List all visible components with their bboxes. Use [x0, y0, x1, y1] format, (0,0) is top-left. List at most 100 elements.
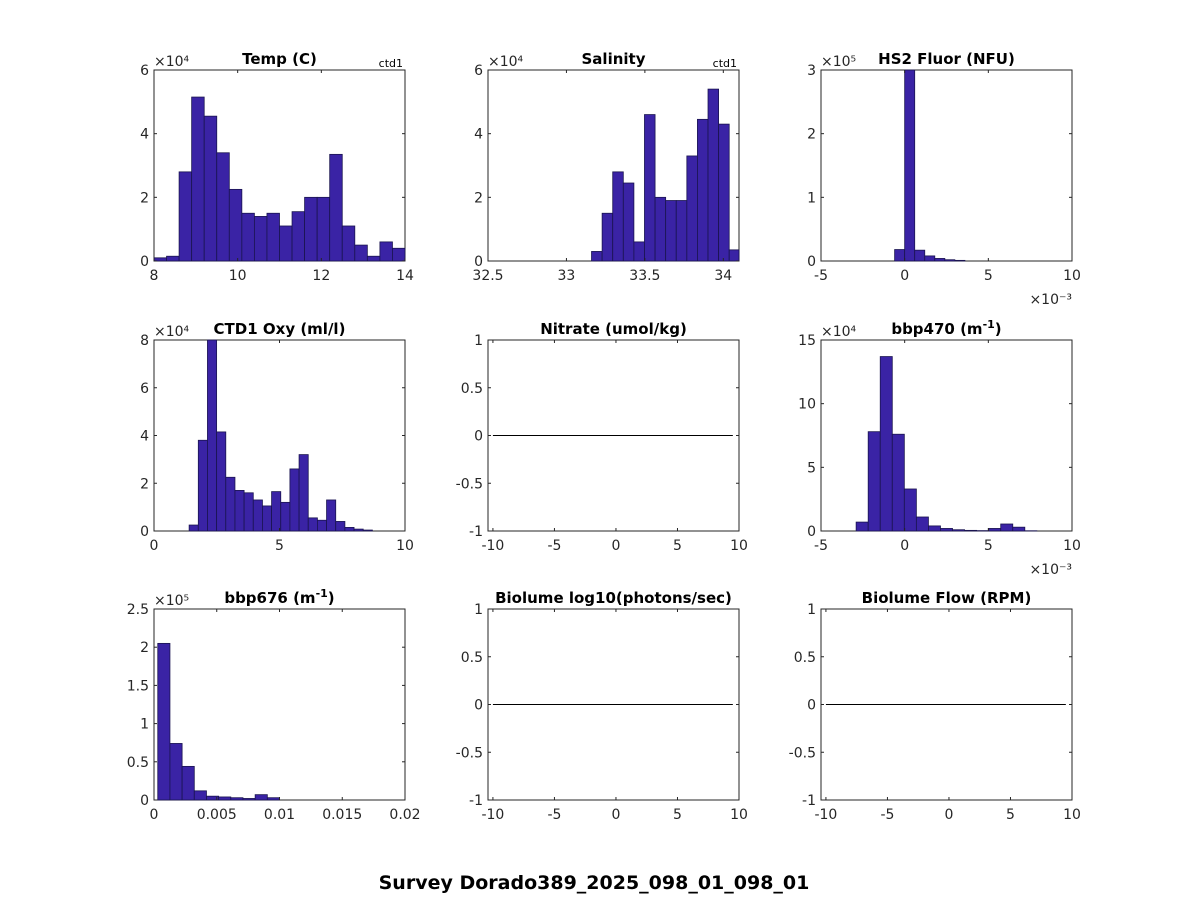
subplot-title-text: HS2 Fluor (NFU)	[878, 50, 1015, 68]
x-tick-label: -10	[814, 807, 837, 823]
histogram-bar	[228, 188, 243, 262]
x-tick-label: 5	[984, 538, 993, 554]
subplot-title: Biolume log10(photons/sec)	[495, 589, 732, 607]
histogram-bar	[612, 171, 624, 262]
histogram-bar	[591, 251, 603, 262]
y-tick-label: 6	[474, 63, 483, 79]
histogram-bar	[728, 249, 740, 262]
y-tick-label: 15	[798, 333, 816, 349]
x-tick-label: 0.005	[197, 807, 237, 823]
y-axis-multiplier: ×10⁵	[821, 54, 856, 70]
subplot-title: Salinity	[582, 50, 646, 68]
subplot-title: bbp676 (m-1)	[224, 587, 334, 607]
y-tick-label: 0.5	[127, 755, 149, 771]
histogram-bar	[178, 171, 193, 262]
subplot-title: HS2 Fluor (NFU)	[878, 50, 1015, 68]
histogram-bar	[601, 212, 614, 262]
y-tick-label: 3	[807, 63, 816, 79]
x-tick-label: 0	[900, 268, 909, 284]
subplot-title: Nitrate (umol/kg)	[540, 320, 687, 338]
x-axis-multiplier: ×10⁻³	[1029, 562, 1072, 578]
histogram-bar	[928, 525, 941, 532]
y-tick-label: 1	[807, 602, 816, 618]
histogram-bar	[254, 794, 268, 801]
histogram-bar	[665, 200, 677, 262]
x-tick-label: 32.5	[472, 268, 503, 284]
histogram-bar	[243, 492, 254, 532]
x-tick-label: 0.01	[264, 807, 295, 823]
histogram-bar	[891, 433, 905, 532]
y-tick-label: -1	[802, 793, 816, 809]
y-tick-label: 0.5	[794, 650, 816, 666]
histogram-bar	[952, 529, 965, 532]
histogram-bar	[252, 499, 263, 532]
y-tick-label: 2	[140, 476, 149, 492]
subplot-title-text: Nitrate (umol/kg)	[540, 320, 687, 338]
histogram-bar	[1012, 526, 1026, 532]
histogram-bar	[188, 524, 199, 532]
y-tick-label: 0	[474, 698, 483, 714]
histogram-bar	[633, 241, 645, 262]
x-tick-label: 33.5	[629, 268, 660, 284]
histogram-bar	[894, 249, 906, 262]
x-tick-label: 0	[900, 538, 909, 554]
histogram-bar	[924, 255, 936, 262]
histogram-bar	[203, 115, 218, 262]
histogram-bar	[193, 790, 207, 801]
figure-title: Survey Dorado389_2025_098_01_098_01	[379, 872, 810, 894]
y-tick-label: -0.5	[456, 476, 483, 492]
y-tick-label: 2	[474, 190, 483, 206]
y-tick-label: 0	[474, 254, 483, 270]
histogram-bar	[934, 258, 946, 262]
x-tick-label: 10	[396, 538, 414, 554]
x-tick-label: 5	[673, 807, 682, 823]
histogram-bar	[718, 123, 730, 262]
x-tick-label: 33	[558, 268, 576, 284]
x-tick-label: -5	[814, 538, 828, 554]
x-tick-label: 12	[312, 268, 330, 284]
subplot-title: Temp (C)	[242, 50, 317, 68]
histogram-bar	[166, 255, 180, 262]
histogram-bar	[216, 152, 230, 262]
y-tick-label: 0	[807, 698, 816, 714]
y-tick-label: 2	[140, 190, 149, 206]
histogram-bar	[335, 521, 346, 532]
histogram-bar	[654, 196, 667, 262]
y-tick-label: 4	[474, 127, 483, 143]
y-tick-label: 6	[140, 63, 149, 79]
y-tick-label: 10	[798, 397, 816, 413]
histogram-bar	[914, 249, 926, 262]
histogram-bar	[298, 454, 309, 532]
histogram-bar	[353, 528, 364, 532]
x-tick-label: 10	[730, 538, 748, 554]
x-tick-label: 0.015	[322, 807, 362, 823]
y-tick-label: 0.5	[461, 650, 483, 666]
y-tick-label: -1	[469, 793, 483, 809]
histogram-bar	[216, 431, 227, 532]
histogram-bar	[280, 501, 291, 532]
x-tick-label: -5	[880, 807, 894, 823]
y-tick-label: 0	[807, 524, 816, 540]
x-tick-label: 0	[944, 807, 953, 823]
x-tick-label: 0	[611, 807, 620, 823]
subplot-4: 0 5 10 0 2 4 6 8 CTD1 Oxy (ml/l) ×10⁴	[140, 320, 414, 554]
histogram-bar	[218, 796, 232, 801]
subplot-title: Biolume Flow (RPM)	[862, 589, 1032, 607]
histogram-bar	[379, 241, 393, 262]
y-tick-label: 0	[140, 524, 149, 540]
y-tick-label: 2	[140, 640, 149, 656]
histogram-bar	[242, 798, 256, 801]
histogram-bar	[317, 519, 327, 532]
x-tick-label: 5	[984, 268, 993, 284]
histogram-bar	[169, 743, 183, 801]
x-tick-label: -10	[481, 807, 504, 823]
x-tick-label: 0	[150, 807, 159, 823]
histogram-bar	[362, 529, 373, 532]
y-axis-multiplier: ×10⁴	[154, 54, 190, 70]
axes-box	[153, 608, 406, 801]
subplot-title-text: bbp676 (m	[224, 589, 315, 607]
x-axis-multiplier: ×10⁻³	[1029, 292, 1072, 308]
y-tick-label: -1	[469, 524, 483, 540]
histogram-bar	[207, 339, 218, 532]
